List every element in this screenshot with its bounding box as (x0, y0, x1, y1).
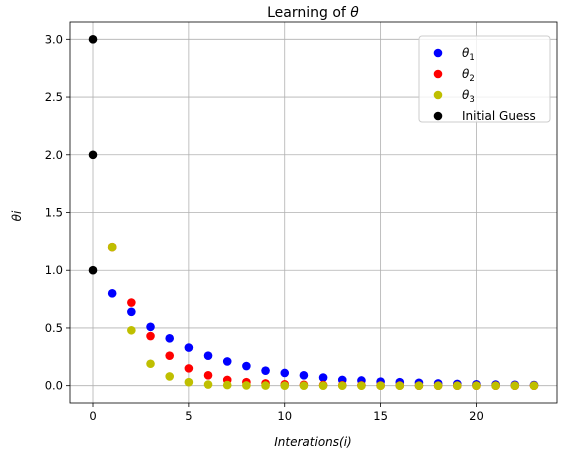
data-point (165, 372, 175, 381)
data-point (222, 357, 232, 366)
chart-title: Learning of θ (267, 5, 359, 21)
data-point (88, 35, 98, 44)
y-tick-label: 3.0 (45, 32, 63, 46)
x-tick-label: 5 (185, 409, 192, 423)
y-tick-label: 2.0 (45, 148, 63, 162)
y-tick-label: 1.5 (45, 206, 63, 220)
y-tick-label: 1.0 (45, 263, 63, 277)
data-point (510, 381, 520, 390)
data-point (165, 334, 175, 343)
y-axis-label: θi (10, 210, 24, 221)
data-point (107, 242, 117, 252)
data-point (376, 381, 385, 390)
data-point (318, 373, 328, 382)
y-tick-label: 2.5 (45, 90, 63, 104)
data-point (203, 351, 213, 360)
data-point (433, 381, 443, 390)
legend-frame (418, 35, 551, 123)
legend-marker (433, 90, 443, 100)
data-point (88, 265, 98, 275)
data-point (261, 381, 270, 390)
x-tick-label: 0 (89, 409, 96, 423)
data-point (242, 381, 251, 390)
legend-label: Initial Guess (462, 109, 536, 123)
data-point (88, 150, 98, 160)
data-point (472, 381, 481, 390)
data-point (357, 381, 366, 390)
legend-label: θ1 (462, 46, 475, 63)
data-point (203, 380, 213, 389)
x-axis-label: Interations(i) (274, 435, 351, 449)
data-point (452, 381, 462, 390)
data-point (299, 370, 309, 380)
series-2 (107, 242, 539, 390)
legend-label: θ3 (462, 88, 475, 105)
data-point (299, 381, 309, 390)
data-point (127, 298, 136, 307)
data-point (146, 331, 155, 341)
chart-title-symbol: θ (350, 5, 359, 21)
data-point (107, 289, 117, 298)
data-point (184, 377, 194, 387)
data-point (127, 307, 136, 317)
data-point (280, 368, 290, 378)
data-point (222, 380, 232, 390)
data-points (88, 35, 539, 390)
legend-marker (433, 69, 443, 79)
data-point (280, 381, 290, 390)
series-4 (88, 35, 98, 275)
data-point (165, 351, 175, 360)
data-point (337, 381, 347, 390)
data-point (184, 343, 194, 352)
data-point (529, 381, 539, 390)
x-tick-label: 20 (469, 409, 484, 423)
data-point (203, 370, 213, 380)
data-point (127, 325, 136, 335)
data-point (395, 381, 405, 390)
data-point (491, 381, 500, 390)
data-point (146, 359, 155, 369)
y-tick-label: 0.0 (45, 379, 63, 393)
legend-marker (433, 111, 443, 121)
y-tick-label: 0.5 (45, 321, 63, 335)
data-point (414, 381, 424, 390)
x-tick-label: 15 (373, 409, 388, 423)
data-point (318, 381, 328, 390)
x-tick-label: 10 (277, 409, 292, 423)
data-point (184, 364, 194, 373)
data-point (261, 366, 270, 375)
legend-marker (433, 48, 443, 58)
series-3 (107, 242, 539, 390)
chart-title-prefix: Learning of (267, 5, 350, 21)
data-point (242, 361, 251, 371)
axis-ticks: 0 5 10 15 20 0.0 0.5 1.0 1.5 2.0 2.5 3.0 (45, 32, 484, 423)
data-point (146, 322, 155, 332)
legend-label: θ2 (462, 67, 475, 84)
legend: θ1 θ2 θ3 Initial Guess (418, 35, 551, 123)
